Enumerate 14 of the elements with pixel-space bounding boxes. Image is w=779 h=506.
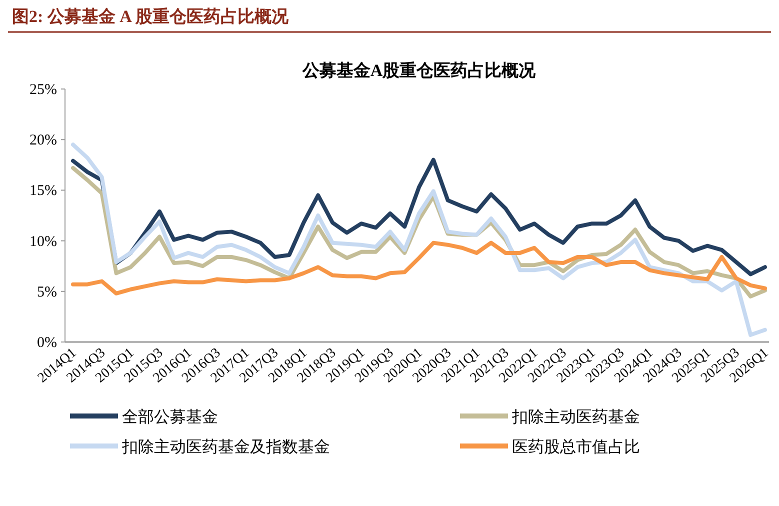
y-tick-label: 5% xyxy=(37,284,57,300)
legend-label: 全部公募基金 xyxy=(122,408,218,426)
y-tick-label: 20% xyxy=(30,132,57,149)
chart-title: 图2: 公募基金 A 股重仓医药占比概况 xyxy=(12,7,290,26)
y-tick-label: 10% xyxy=(30,234,57,250)
legend-label: 扣除主动医药基金及指数基金 xyxy=(121,438,330,456)
y-tick-label: 15% xyxy=(30,183,57,200)
legend-label: 医药股总市值占比 xyxy=(512,438,640,456)
y-tick-label: 25% xyxy=(30,82,57,98)
legend-label: 扣除主动医药基金 xyxy=(511,408,640,426)
line-series xyxy=(71,240,767,296)
chart-subtitle: 公募基金A股重仓医药占比概况 xyxy=(301,61,537,80)
y-tick-label: 0% xyxy=(37,335,57,351)
line-series xyxy=(71,142,767,337)
